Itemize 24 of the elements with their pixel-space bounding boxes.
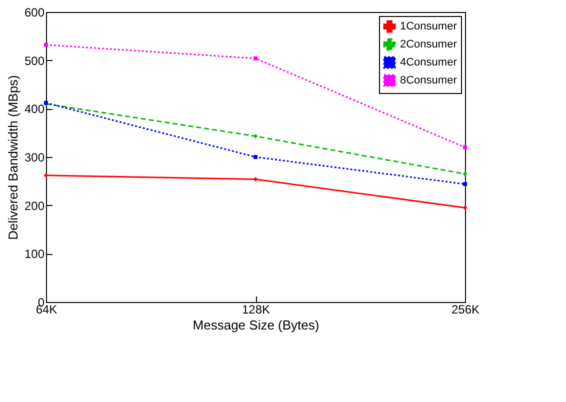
point [463, 145, 467, 150]
point [254, 56, 258, 60]
x-axis-title: Message Size (Bytes) [192, 318, 320, 332]
x-tick-label: 256K [451, 302, 480, 316]
y-tick-label: 600 [24, 6, 45, 20]
point [44, 42, 48, 47]
x-tick-label: 128K [242, 302, 270, 316]
point [254, 155, 258, 159]
y-tick-label: 500 [24, 54, 45, 68]
y-tick-label: 200 [24, 198, 45, 213]
point [44, 173, 48, 178]
y-axis-title: Delivered Bandwidth (MBps) [5, 75, 20, 240]
point [463, 182, 467, 186]
point [463, 206, 467, 210]
point [463, 172, 467, 176]
y-tick-label: 100 [24, 247, 45, 262]
point [254, 134, 258, 138]
legend-label: 1Consumer [400, 20, 458, 32]
y-tick-label: 300 [24, 150, 45, 164]
point [254, 177, 258, 182]
legend-label: 2Consumer [400, 38, 458, 50]
y-tick-label: 400 [24, 102, 45, 116]
legend-label: 8Consumer [400, 74, 458, 86]
legend-label: 4Consumer [400, 56, 458, 68]
